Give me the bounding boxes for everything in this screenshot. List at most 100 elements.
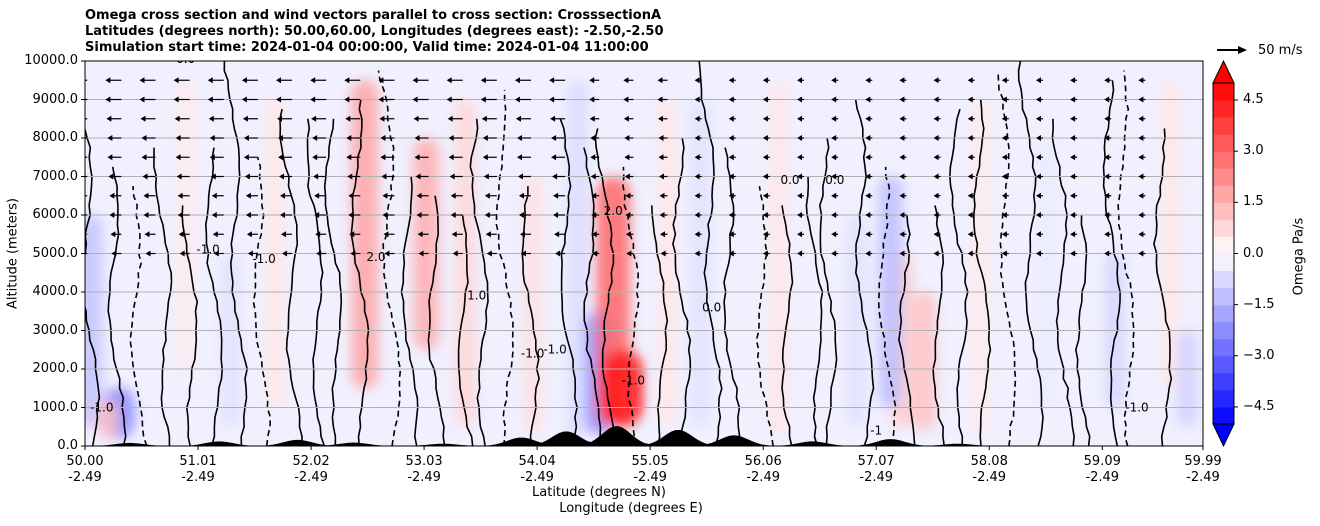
contour-line-35 — [949, 108, 969, 446]
omega-band-19 — [912, 292, 936, 431]
wind-vector-head-7-1 — [109, 212, 115, 218]
y-axis-ticks — [81, 60, 85, 447]
wind-vector-head-1-31 — [1138, 96, 1144, 103]
wind-vector-head-4-1 — [107, 154, 113, 161]
wind-vector-head-4-14 — [551, 154, 557, 161]
wind-vector-head-1-5 — [241, 96, 247, 103]
wind-vector-head-8-24 — [899, 231, 905, 238]
wind-vector-head-4-17 — [658, 154, 664, 161]
wind-vector-head-2-3 — [174, 115, 180, 122]
quiver-key-label: 50 m/s — [1258, 43, 1303, 58]
wind-vector-head-2-1 — [106, 115, 112, 122]
colorbar-level — [1213, 100, 1234, 118]
wind-vector-head-5-26 — [967, 173, 973, 180]
wind-vector-head-7-15 — [591, 212, 597, 218]
y-tick-label-7: 7000.0 — [32, 168, 79, 184]
wind-vector-head-3-8 — [346, 135, 352, 141]
wind-vector-head-9-19 — [728, 250, 734, 257]
wind-vector-head-2-9 — [379, 115, 385, 122]
wind-vector-head-6-11 — [450, 192, 456, 199]
omega-band-8 — [455, 99, 476, 427]
wind-vector-head-2-0 — [72, 116, 77, 122]
contour-line-20 — [583, 147, 602, 446]
wind-vector-head-8-18 — [694, 231, 700, 238]
contour-line-36 — [972, 99, 992, 446]
wind-vector-head-7-19 — [728, 212, 734, 218]
colorbar-tick-label-3: 0.0 — [1243, 245, 1264, 261]
wind-vector-head-7-28 — [1035, 212, 1041, 218]
wind-vector-head-7-31 — [1138, 212, 1144, 218]
wind-vector-head-5-1 — [108, 173, 114, 180]
colorbar-tick-label-4: −1.5 — [1243, 296, 1275, 312]
wind-vector-head-0-19 — [728, 77, 734, 84]
wind-vector-head-0-22 — [831, 77, 837, 84]
wind-vector-head-2-29 — [1070, 115, 1076, 122]
contour-label-9: 0.0 — [825, 173, 844, 187]
wind-vector-head-8-8 — [349, 231, 355, 238]
wind-vector-head-1-7 — [310, 96, 316, 103]
colorbar-level — [1213, 372, 1234, 391]
y-axis-label: Altitude (meters) — [5, 198, 21, 309]
wind-vector-head-6-18 — [694, 192, 700, 199]
y-tick-label-10: 10000.0 — [24, 53, 78, 68]
wind-vector-head-0-12 — [480, 77, 486, 84]
contour-label-0: 0.0 — [176, 52, 195, 66]
y-tick-label-9: 9000.0 — [32, 91, 79, 107]
wind-vector-head-8-22 — [831, 231, 837, 238]
wind-vector-head-0-29 — [1070, 77, 1076, 84]
y-tick-label-0: 0.0 — [57, 438, 78, 453]
wind-vector-head-1-11 — [446, 96, 452, 103]
quiver-key-arrow — [1217, 46, 1247, 54]
chart-title-line-1: Omega cross section and wind vectors par… — [85, 8, 662, 23]
wind-vector-head-9-26 — [967, 250, 973, 257]
wind-vector-head-4-30 — [1104, 154, 1110, 161]
wind-vector-head-9-1 — [111, 250, 117, 257]
wind-vector-head-9-27 — [1001, 250, 1007, 257]
wind-vector-head-8-20 — [762, 231, 768, 238]
wind-vector-head-2-15 — [589, 115, 595, 122]
wind-vector-head-7-2 — [143, 212, 149, 218]
colorbar-level — [1213, 355, 1234, 374]
wind-vector-head-9-15 — [592, 250, 598, 257]
wind-vector-head-2-16 — [623, 115, 629, 122]
wind-vector-head-4-25 — [933, 154, 939, 161]
wind-vector-head-6-17 — [659, 192, 665, 199]
contour-line-43 — [1153, 128, 1173, 446]
wind-vector-head-1-1 — [105, 96, 111, 103]
wind-vector-head-1-3 — [173, 96, 179, 103]
wind-vector-head-6-24 — [899, 192, 905, 199]
wind-vector-head-0-13 — [514, 77, 520, 84]
contour-line-34 — [932, 205, 945, 446]
contour-label-13: 1.0 — [467, 289, 486, 303]
wind-vector-head-8-9 — [383, 231, 389, 238]
wind-vector-head-7-17 — [659, 212, 665, 218]
wind-vector-head-8-7 — [315, 231, 321, 238]
contour-line-26 — [723, 147, 741, 446]
wind-vector-head-1-24 — [899, 96, 905, 103]
wind-vector-head-6-9 — [382, 192, 388, 199]
wind-vector-head-5-27 — [1001, 173, 1007, 180]
omega-band-16 — [769, 80, 789, 435]
wind-vector-head-4-11 — [448, 154, 454, 161]
wind-vector-head-0-21 — [797, 77, 803, 84]
contour-line-17 — [495, 89, 514, 446]
wind-vector-head-1-25 — [933, 96, 939, 103]
wind-vector-head-3-6 — [278, 135, 284, 141]
contour-label-5: -1.0 — [543, 343, 566, 357]
wind-vector-head-5-5 — [244, 173, 250, 180]
wind-vector-head-0-20 — [762, 77, 768, 84]
colorbar-tick-label-2: 1.5 — [1243, 194, 1264, 210]
wind-vector-head-3-1 — [107, 135, 113, 141]
omega-band-0 — [85, 215, 103, 427]
wind-vector-head-0-5 — [241, 77, 247, 84]
contour-label-7: 2.0 — [604, 204, 623, 218]
wind-vector-head-4-8 — [346, 154, 352, 161]
wind-vector-head-7-18 — [694, 212, 700, 218]
omega-band-14 — [657, 99, 677, 427]
contour-label-4: -1.0 — [521, 346, 544, 360]
wind-vector-head-6-26 — [967, 192, 973, 199]
wind-vector-head-2-14 — [550, 115, 556, 122]
contour-line-1 — [107, 166, 127, 446]
contour-line-29 — [805, 176, 824, 446]
wind-vector-head-1-29 — [1070, 96, 1076, 103]
